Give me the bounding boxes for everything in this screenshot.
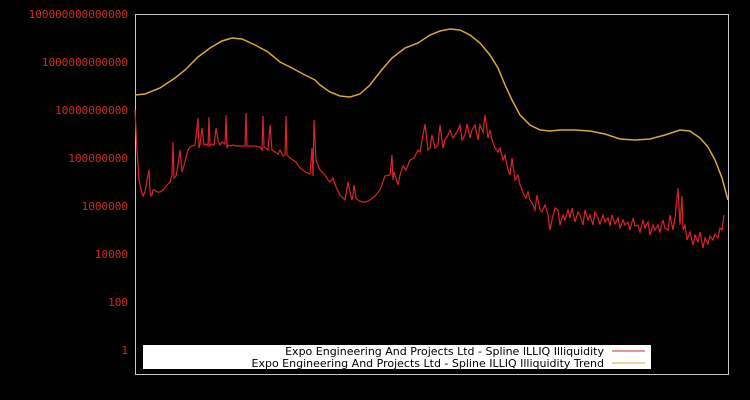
legend-label-trend: Expo Engineering And Projects Ltd - Spli… xyxy=(252,357,605,370)
legend: Expo Engineering And Projects Ltd - Spli… xyxy=(143,345,651,370)
series-illiquidity-line xyxy=(134,109,725,249)
y-tick-label: 100 xyxy=(108,296,128,309)
y-tick-label: 1000000 xyxy=(82,200,128,213)
y-tick-label: 10000 xyxy=(95,248,128,261)
legend-label-illiquidity: Expo Engineering And Projects Ltd - Spli… xyxy=(285,345,604,358)
plot-area xyxy=(135,14,729,375)
y-tick-label: 1 xyxy=(121,344,128,357)
y-tick-label: 100000000 xyxy=(68,152,128,165)
series-trend-line xyxy=(134,28,729,201)
y-tick-label: 10000000000 xyxy=(55,104,128,117)
y-tick-label: 1000000000000 xyxy=(42,56,128,69)
legend-box xyxy=(143,345,651,369)
y-axis-ticks: 1 100 10000 1000000 100000000 10000000000 1000… xyxy=(29,8,128,357)
y-tick-label: 100000000000000 xyxy=(29,8,128,21)
